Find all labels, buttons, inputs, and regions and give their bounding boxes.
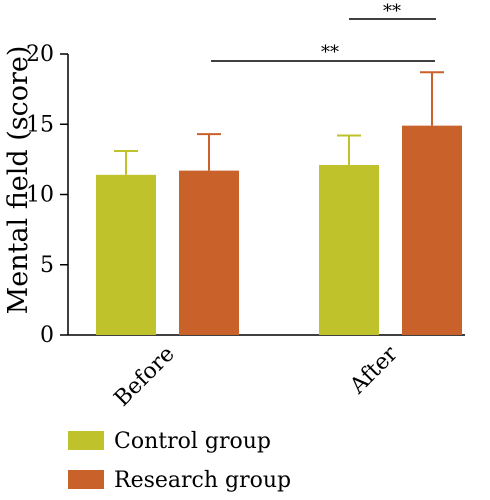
category-labels: Before After <box>110 341 403 411</box>
significance-markers: ** ** <box>211 1 436 63</box>
legend-label-research: Research group <box>114 468 291 493</box>
y-axis-label: Mental field (score) <box>3 46 34 315</box>
bar-before-control-group <box>96 174 156 335</box>
bar-before-research-group <box>179 170 239 335</box>
y-tick-label: 0 <box>40 323 54 348</box>
significance-label-after: ** <box>383 1 401 22</box>
y-tick-label: 10 <box>26 183 54 208</box>
legend-swatch-research <box>68 470 104 489</box>
legend-swatch-control <box>68 431 104 450</box>
bar-after-control-group <box>319 164 379 335</box>
y-tick-label: 15 <box>26 112 54 137</box>
error-bars-group <box>114 71 444 175</box>
x-category-label-before: Before <box>110 342 180 412</box>
bars-group <box>96 125 462 335</box>
y-tick-label: 5 <box>40 253 54 278</box>
x-category-label-after: After <box>345 341 403 399</box>
legend-label-control: Control group <box>114 429 271 454</box>
bar-after-research-group <box>402 125 462 335</box>
legend: Control group Research group <box>68 429 291 493</box>
y-tick-label: 20 <box>26 42 54 67</box>
y-axis: 0 5 10 15 20 <box>26 42 465 348</box>
significance-label-research: ** <box>321 42 339 63</box>
